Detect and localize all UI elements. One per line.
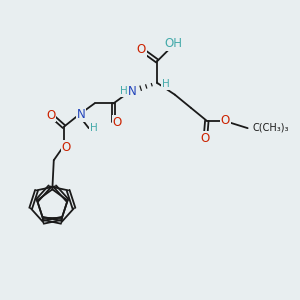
- Text: O: O: [201, 132, 210, 145]
- Text: O: O: [62, 141, 71, 154]
- Text: C(CH₃)₃: C(CH₃)₃: [253, 122, 290, 132]
- Text: O: O: [113, 116, 122, 129]
- Text: O: O: [46, 109, 56, 122]
- Text: N: N: [76, 108, 85, 121]
- Text: N: N: [128, 85, 137, 98]
- Text: O: O: [220, 114, 230, 127]
- Text: H: H: [162, 80, 170, 89]
- Text: OH: OH: [164, 37, 182, 50]
- Text: H: H: [120, 86, 128, 96]
- Text: O: O: [136, 43, 146, 56]
- Text: H: H: [90, 123, 98, 133]
